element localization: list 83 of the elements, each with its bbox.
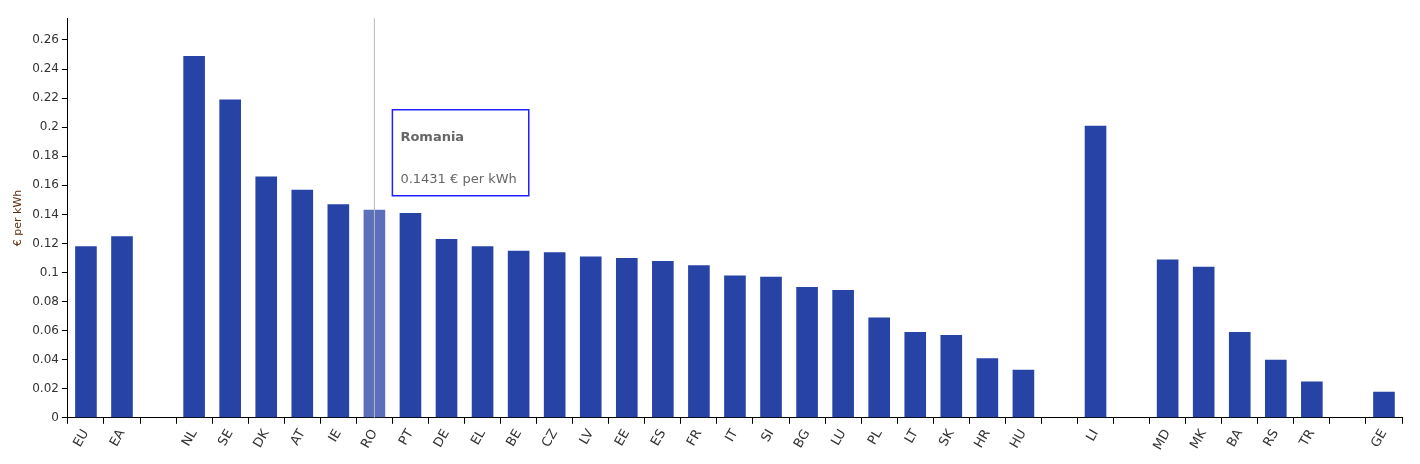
x-tick-label: HR (970, 426, 993, 451)
y-tick-label: 0.22 (32, 90, 59, 105)
x-tick-label: PL (864, 425, 886, 447)
bar (111, 236, 133, 418)
bar (219, 99, 241, 418)
bar (579, 256, 602, 418)
y-tick-label: 0.14 (32, 206, 59, 221)
bar (615, 257, 638, 418)
bar (1301, 381, 1323, 418)
y-tick-label: 0.26 (32, 32, 59, 47)
y-tick-label: 0.02 (32, 380, 59, 395)
y-tick-label: 0.1 (39, 264, 59, 279)
x-tick-label: BG (790, 426, 813, 451)
bar (291, 189, 314, 418)
bar (976, 358, 999, 418)
y-tick-label: 0.2 (39, 119, 59, 134)
bar (760, 276, 782, 418)
bar (1012, 369, 1035, 418)
bar (1228, 332, 1251, 418)
bar (796, 287, 818, 418)
y-tick-label: 0.24 (32, 61, 59, 76)
bar (1373, 391, 1395, 418)
bar (652, 260, 674, 418)
x-tick-label: RO (357, 426, 380, 451)
x-tick-label: EL (467, 425, 489, 448)
annotation: 0.1431 € per kWh (400, 171, 517, 187)
bar (940, 334, 963, 418)
x-tick-label: CZ (538, 426, 561, 450)
x-tick-label: LV (575, 426, 597, 447)
x-tick-label: ES (647, 426, 669, 449)
bar (868, 317, 890, 418)
x-tick-label: LU (827, 426, 849, 448)
bar (1264, 359, 1287, 418)
y-tick-label: 0.12 (32, 235, 59, 250)
bar (1192, 266, 1215, 418)
bar (183, 55, 205, 418)
bar (471, 246, 494, 418)
bar (1084, 125, 1107, 418)
bar (724, 275, 746, 418)
x-tick-label: GE (1367, 426, 1390, 450)
y-axis-title: € per kWh (11, 189, 25, 247)
x-tick-label: TR (1295, 426, 1318, 450)
bar (363, 209, 386, 418)
bar (543, 252, 566, 418)
y-tick-label: 0 (51, 409, 59, 424)
x-tick-label: IT (721, 426, 741, 445)
x-tick-label: EA (105, 426, 128, 449)
x-tick-label: MD (1149, 426, 1174, 453)
x-tick-label: LI (1082, 426, 1102, 444)
x-tick-label: PT (395, 426, 417, 448)
y-tick-label: 0.04 (32, 351, 59, 366)
bar (327, 204, 350, 418)
x-tick-label: SI (757, 426, 777, 445)
bar (399, 212, 422, 418)
x-tick-label: EE (611, 426, 633, 449)
x-tick-label: DE (429, 426, 453, 450)
bar (1156, 259, 1179, 418)
annotation: Romania (400, 129, 465, 145)
x-tick-label: BA (1223, 426, 1246, 450)
x-tick-label: MK (1186, 425, 1210, 451)
y-tick-label: 0.16 (32, 177, 59, 192)
bar (255, 176, 278, 418)
bar (904, 332, 927, 418)
x-tick-label: LT (901, 426, 921, 446)
bar (688, 265, 710, 418)
bar (75, 246, 97, 418)
y-tick-label: 0.18 (32, 148, 59, 163)
y-tick-label: 0.08 (32, 293, 59, 308)
bar (507, 250, 530, 418)
x-tick-label: RS (1259, 426, 1282, 449)
x-tick-label: SE (214, 426, 236, 449)
y-tick-label: 0.06 (32, 322, 59, 337)
x-tick-label: FR (683, 426, 705, 449)
x-tick-label: HU (1006, 426, 1029, 451)
bar (832, 289, 854, 418)
x-tick-label: NL (178, 425, 201, 449)
x-tick-label: EU (69, 426, 92, 450)
x-tick-label: BE (502, 426, 525, 449)
x-tick-label: AT (286, 426, 308, 448)
x-tick-label: DK (249, 425, 272, 450)
bar (435, 239, 458, 418)
x-tick-label: IE (324, 426, 344, 445)
x-tick-label: SK (935, 425, 958, 449)
